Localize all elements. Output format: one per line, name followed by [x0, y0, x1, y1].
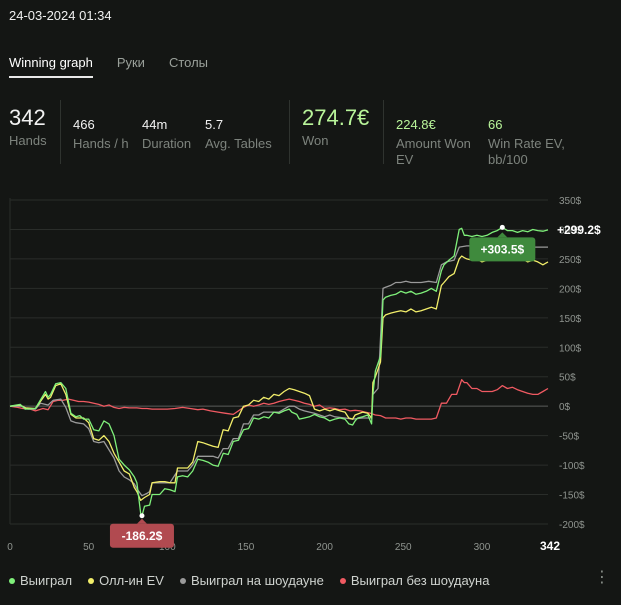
stat-duration-value: 44m — [142, 117, 168, 132]
max-value-badge — [469, 237, 536, 262]
x-tick-label: 250 — [395, 542, 412, 553]
x-tick-label: 50 — [83, 542, 95, 553]
more-vertical-icon[interactable]: ⋮ — [594, 569, 610, 586]
legend-label: Выиграл на шоудауне — [190, 573, 324, 588]
stat-avg-tables-label: Avg. Tables — [205, 136, 272, 151]
chart-legend: Выиграл Олл-ин EV Выиграл на шоудауне Вы… — [9, 573, 489, 588]
tab-hands[interactable]: Руки — [116, 55, 145, 70]
legend-dot-icon — [339, 577, 346, 584]
max-badge-arrow — [497, 232, 508, 238]
min-point-marker — [139, 513, 145, 519]
min-value-badge — [109, 523, 174, 548]
x-tick-label: 150 — [238, 542, 255, 553]
stat-hands-per-hour: 466 Hands / h — [73, 117, 129, 152]
stat-win-rate-ev-value: 66 — [488, 117, 503, 132]
series-line — [10, 245, 548, 497]
winning-chart[interactable]: 350$ 300$ 250$ 200$ 150$ 100$ 50$ 0$ -50$ -100$ -1… — [0, 190, 621, 560]
stats-row: 342 Hands 466 Hands / h 44m Duration 5.7… — [9, 100, 609, 174]
tab-tables[interactable]: Столы — [168, 55, 209, 70]
series-line — [9, 226, 549, 517]
legend-label: Олл-ин EV — [99, 573, 164, 588]
y-tick-label: -100$ — [559, 461, 585, 472]
x-tick-label: 0 — [7, 542, 13, 553]
legend-label: Выиграл без шоудауна — [350, 573, 490, 588]
legend-item-allin-ev[interactable]: Олл-ин EV — [88, 573, 164, 588]
series-line — [9, 255, 549, 502]
x-tick-label: 342 — [540, 539, 560, 553]
stat-won-value: 274.7€ — [302, 105, 370, 130]
y-tick-label: 350$ — [559, 196, 582, 207]
stats-divider — [289, 100, 290, 164]
series-line — [9, 379, 549, 420]
stats-divider — [383, 100, 384, 164]
legend-dot-icon — [179, 577, 186, 584]
stat-win-rate-ev-label-1: Win Rate EV, — [488, 136, 565, 151]
legend-dot-icon — [88, 577, 95, 584]
stat-duration-label: Duration — [142, 136, 192, 151]
tab-bar: Winning graph Руки Столы — [9, 55, 208, 78]
stat-amount-won-ev-value: 224.8€ — [396, 117, 436, 132]
stat-hands-value: 342 — [9, 105, 46, 130]
y-tick-label: 150$ — [559, 314, 582, 325]
y-tick-label: -50$ — [559, 432, 579, 443]
stat-hands-per-hour-label: Hands / h — [73, 136, 129, 151]
x-tick-label: 200 — [316, 542, 333, 553]
stat-avg-tables: 5.7 Avg. Tables — [205, 117, 272, 152]
stat-win-rate-ev: 66 Win Rate EV, bb/100 — [488, 117, 565, 168]
stat-hands: 342 Hands — [9, 104, 47, 149]
stat-amount-won-ev-label-2: EV — [396, 152, 414, 167]
y-tick-label: 0$ — [559, 402, 571, 413]
min-badge-arrow — [136, 518, 147, 524]
max-point-marker — [499, 224, 505, 230]
stat-duration: 44m Duration — [142, 117, 191, 152]
stat-hands-per-hour-value: 466 — [73, 117, 95, 132]
winning-chart-svg[interactable]: 350$ 300$ 250$ 200$ 150$ 100$ 50$ 0$ -50$ -100$ -1… — [0, 190, 621, 560]
stat-hands-label: Hands — [9, 133, 47, 148]
legend-dot-icon — [9, 577, 15, 584]
stat-won-label: Won — [302, 133, 329, 148]
y-tick-label: 250$ — [559, 255, 582, 266]
stats-divider — [60, 100, 61, 164]
min-value-label: -186.2$ — [122, 529, 163, 543]
stat-avg-tables-value: 5.7 — [205, 117, 224, 132]
y-tick-label: 200$ — [559, 284, 582, 295]
y-tick-label: -200$ — [559, 520, 585, 531]
stat-amount-won-ev: 224.8€ Amount Won EV — [396, 117, 471, 168]
legend-item-won[interactable]: Выиграл — [9, 573, 72, 588]
legend-item-showdown[interactable]: Выиграл на шоудауне — [179, 573, 324, 588]
y-tick-label: 100$ — [559, 343, 582, 354]
y-tick-label: 50$ — [559, 373, 576, 384]
x-tick-label: 300 — [474, 542, 491, 553]
stat-win-rate-ev-label-2: bb/100 — [488, 152, 528, 167]
max-value-label: +303.5$ — [480, 242, 524, 256]
end-value-label: +299.2$ — [557, 223, 601, 237]
legend-label: Выиграл — [20, 573, 73, 588]
legend-item-no-showdown[interactable]: Выиграл без шоудауна — [339, 573, 490, 588]
tab-winning-graph[interactable]: Winning graph — [9, 55, 93, 78]
y-tick-label: 300$ — [559, 225, 582, 236]
session-datetime: 24-03-2024 01:34 — [9, 8, 112, 23]
y-tick-label: -150$ — [559, 491, 585, 502]
stat-amount-won-ev-label-1: Amount Won — [396, 136, 471, 151]
stat-won: 274.7€ Won — [302, 104, 369, 149]
